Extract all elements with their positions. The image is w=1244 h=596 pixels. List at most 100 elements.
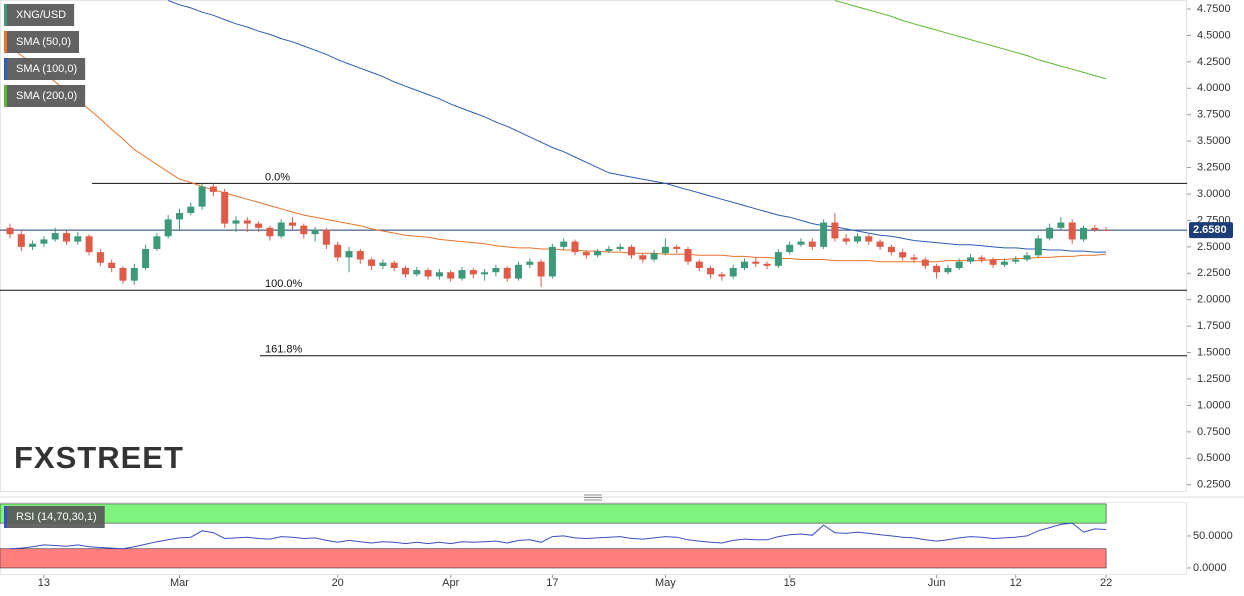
candle-body [368,259,376,266]
candle-body [876,241,884,247]
candle-body [232,220,240,224]
legend-item[interactable]: XNG/USD [4,4,75,26]
candle-body [865,236,873,242]
last-price-label: 2.6580 [1193,224,1227,236]
candle-body [345,251,353,258]
candle-body [808,241,816,247]
y-tick-label: 3.2500 [1197,161,1231,173]
candle-body [786,244,794,253]
candle-body [921,259,929,266]
x-tick-label: May [655,577,676,589]
y-tick-label: 0.7500 [1197,426,1231,438]
legend-item[interactable]: SMA (50,0) [4,31,80,53]
legend-stripe [4,85,7,107]
candle-body [933,265,941,273]
candle-body [910,257,918,260]
candle-body [119,267,127,281]
candle-body [1068,222,1076,240]
rsi-band [0,548,1107,569]
candle-body [899,252,907,258]
rsi-legend-stripe [4,506,7,528]
rsi-legend-box [4,506,105,528]
candle-body [379,262,387,266]
sma-line [168,0,1107,253]
rsi-legend: RSI (14,70,30,1) [4,506,105,528]
candle-body [978,257,986,260]
candle-body [447,272,455,279]
candle-layer [6,183,1110,288]
candle-body [142,248,150,268]
candle-body [1080,227,1087,240]
x-tick-label: Mar [170,577,189,589]
candle-body [1102,229,1110,231]
candle-body [989,259,997,265]
candle-body [831,222,839,239]
candle-body [594,251,602,256]
candle-body [85,236,93,253]
candle-body [718,274,726,277]
candle-body [537,261,545,277]
candle-body [176,213,183,220]
candle-body [6,227,14,235]
x-tick-label: 22 [1100,577,1112,589]
candle-body [311,229,319,235]
y-tick-label: 3.5000 [1197,135,1231,147]
rsi-line [9,522,1107,550]
candle-body [469,270,477,275]
legend-box [4,4,75,26]
candle-body [209,186,217,192]
legend-item[interactable]: SMA (100,0) [4,58,86,80]
y-tick-label: 1.5000 [1197,346,1231,358]
legend-stripe [4,4,7,26]
candle-body [108,262,116,268]
candle-body [153,236,161,249]
candle-body [548,246,556,277]
candle-body [741,261,748,268]
candle-body [1023,255,1031,260]
candle-body [413,270,421,275]
candle-body [243,220,251,224]
watermark: FXSTREET [14,440,184,475]
legend-stripe [4,58,7,80]
candle-body [1000,261,1008,265]
legend-stripe [4,31,7,53]
candle-body [1091,227,1099,230]
y-tick-label: 1.2500 [1197,373,1231,385]
candle-body [481,272,489,275]
x-tick-label: 13 [38,577,50,589]
legend-item[interactable]: SMA (200,0) [4,85,86,107]
candle-body [887,246,895,253]
candle-body [854,236,861,242]
candle-body [1034,238,1042,256]
y-tick-label: 3.7500 [1197,109,1231,121]
candle-body [752,261,760,264]
sma-line [9,45,1107,263]
candle-body [289,222,296,226]
y-tick-label: 2.2500 [1197,267,1231,279]
candle-body [255,223,263,228]
candle-body [17,234,25,247]
candle-body [266,227,274,237]
candle-body [29,243,37,247]
y-tick-label: 4.5000 [1197,29,1231,41]
main-panel-border [0,0,1187,492]
candle-body [503,267,511,279]
legend-box [4,58,86,80]
legend-label: XNG/USD [16,9,66,21]
candle-body [74,236,82,242]
line-layer [9,0,1107,263]
candle-body [582,252,590,256]
y-tick-label: 2.0000 [1197,294,1231,306]
candle-body [300,225,308,235]
fib-label: 161.8% [265,344,303,356]
y-tick-label: 0.5000 [1197,452,1231,464]
candle-body [424,270,432,277]
separator-handle[interactable] [584,494,602,501]
overlay-layer: 4.7500 4.5000 4.2500 4.0000 3.7500 3.5000 3.25… [4,3,1233,589]
y-tick-label: 1.7500 [1197,320,1231,332]
x-tick-label: Jun [928,577,946,589]
candle-body [967,257,974,262]
candle-body [1012,259,1020,262]
y-tick-label: 2.5000 [1197,241,1231,253]
